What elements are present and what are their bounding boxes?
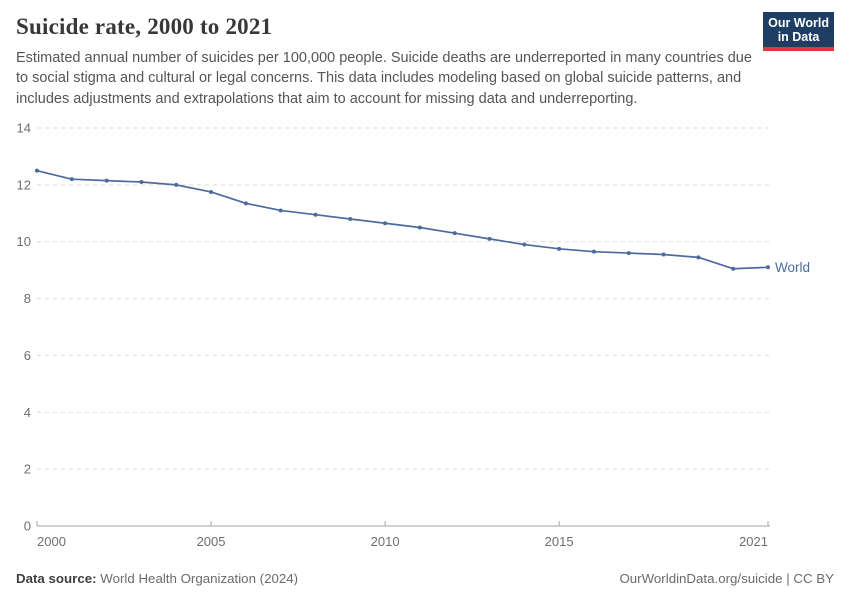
y-axis-tick-label: 4 [24,405,31,420]
x-axis-tick-label: 2000 [37,534,66,549]
data-point[interactable] [661,252,666,257]
data-point[interactable] [278,208,283,213]
data-point[interactable] [417,225,422,230]
owid-logo[interactable]: Our World in Data [763,12,834,51]
credit-link[interactable]: OurWorldinData.org/suicide | CC BY [619,571,834,586]
data-source: Data source: World Health Organization (… [16,571,298,586]
y-axis-tick-label: 8 [24,291,31,306]
data-point[interactable] [487,236,492,241]
data-point[interactable] [591,249,596,254]
data-point[interactable] [626,251,631,256]
data-point[interactable] [313,212,318,217]
data-point[interactable] [35,168,39,173]
chart-header: Suicide rate, 2000 to 2021 Estimated ann… [16,12,834,109]
data-point[interactable] [766,265,770,270]
data-point[interactable] [557,246,562,251]
data-point[interactable] [104,178,109,183]
y-axis-tick-label: 0 [24,519,31,534]
x-axis-tick-label: 2010 [371,534,400,549]
data-point[interactable] [139,180,144,185]
chart-subtitle: Estimated annual number of suicides per … [16,50,752,107]
y-axis-tick-label: 6 [24,348,31,363]
owid-logo-line2: in Data [777,30,820,44]
data-point[interactable] [696,255,701,260]
chart-footer: Data source: World Health Organization (… [16,571,834,586]
data-point[interactable] [452,231,457,236]
y-axis-tick-label: 10 [17,234,31,249]
data-point[interactable] [348,216,353,221]
y-axis-tick-label: 14 [17,121,31,136]
x-axis-tick-label: 2005 [197,534,226,549]
x-axis-tick-label: 2021 [739,534,768,549]
data-point[interactable] [174,182,179,187]
data-point[interactable] [209,189,214,194]
y-axis-tick-label: 2 [24,462,31,477]
data-point[interactable] [69,177,74,182]
data-point[interactable] [731,266,736,271]
owid-logo-line1: Our World [768,16,829,30]
y-axis-tick-label: 12 [17,177,31,192]
series-end-label[interactable]: World [775,260,810,275]
data-point[interactable] [243,201,248,206]
data-point[interactable] [522,242,527,247]
data-source-label: Data source: [16,571,97,586]
x-axis-tick-label: 2015 [545,534,574,549]
data-source-text: World Health Organization (2024) [100,571,299,586]
data-point[interactable] [383,221,388,226]
chart-line-world[interactable] [36,169,769,270]
chart-title: Suicide rate, 2000 to 2021 [16,14,273,39]
